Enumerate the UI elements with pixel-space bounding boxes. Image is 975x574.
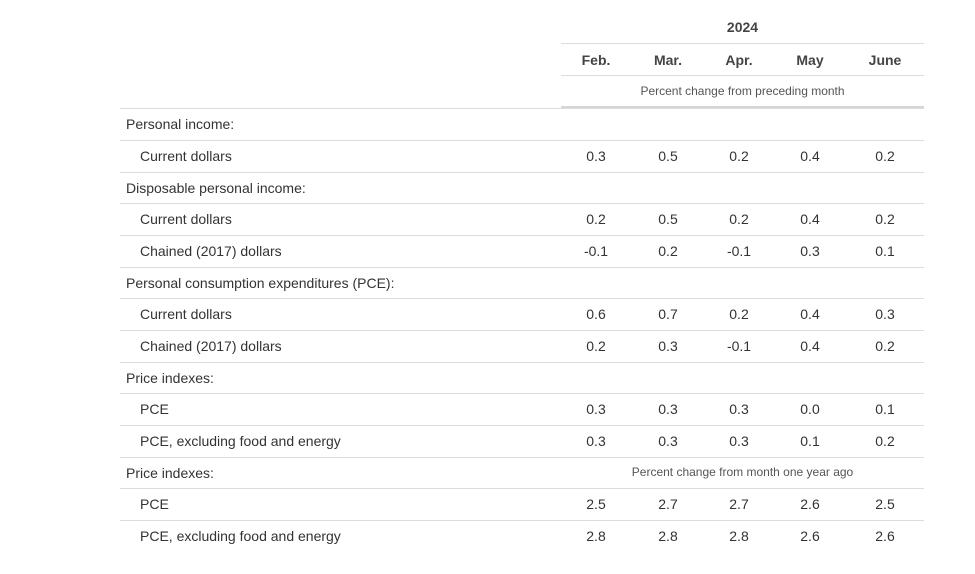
table-row: Personal income: [120,108,924,140]
table-cell: 2.6 [800,496,820,512]
table-row: Price indexes: [120,362,924,394]
table-cell: 0.5 [658,148,678,164]
table-cell: 0.1 [875,401,895,417]
table-row: Price indexes: Percent change from month … [120,457,924,489]
col-header-mar: Mar. [653,52,682,68]
table-cell: 0.3 [729,401,749,417]
row-divider [120,520,924,521]
divider [561,75,924,76]
row-divider [120,298,924,299]
table-cell: 0.2 [875,338,895,354]
table-cell: 0.4 [800,211,820,227]
table-cell: 0.4 [800,306,820,322]
table-cell: 0.3 [586,433,606,449]
col-header-feb: Feb. [581,52,611,68]
table-cell: 0.2 [875,148,895,164]
table-row: Disposable personal income: [120,172,924,204]
table-cell: 0.3 [658,401,678,417]
table-cell: 2.5 [586,496,606,512]
row-divider [120,488,924,489]
table-row: Current dollars 0.2 0.5 0.2 0.4 0.2 [120,203,924,235]
row-divider [120,108,924,109]
table-cell: 0.1 [800,433,820,449]
table-cell: 0.3 [875,306,895,322]
table-row: Current dollars 0.3 0.5 0.2 0.4 0.2 [120,140,924,172]
table-cell: 0.3 [586,401,606,417]
table-cell: 2.7 [729,496,749,512]
table-cell: 0.5 [658,211,678,227]
monthly-change-note: Percent change from preceding month [640,84,845,98]
table-cell: 0.2 [729,211,749,227]
table-cell: 0.2 [875,211,895,227]
row-label-sub: Current dollars [140,148,232,164]
table-cell: 0.6 [586,306,606,322]
table-row: PCE 2.5 2.7 2.7 2.6 2.5 [120,488,924,520]
table-row: Chained (2017) dollars -0.1 0.2 -0.1 0.3 0.1 [120,235,924,267]
table-cell: 2.8 [658,528,678,544]
col-header-june: June [868,52,902,68]
row-label-section: Personal income: [126,116,235,132]
row-divider [120,393,924,394]
table-cell: 2.8 [729,528,749,544]
row-label-sub: Current dollars [140,211,232,227]
table-cell: 0.2 [875,433,895,449]
table-cell: 0.3 [800,243,820,259]
table-cell: 0.3 [658,433,678,449]
table-cell: 0.3 [729,433,749,449]
table-cell: 2.8 [586,528,606,544]
row-label-section: Disposable personal income: [126,180,306,196]
table-cell: 2.7 [658,496,678,512]
row-divider [120,267,924,268]
table-cell: 0.1 [875,243,895,259]
table-row: PCE, excluding food and energy 0.3 0.3 0.3 0… [120,425,924,457]
divider [561,43,924,44]
table-cell: 2.6 [800,528,820,544]
table-cell: 0.2 [658,243,678,259]
table-cell: 0.2 [586,211,606,227]
year-header: 2024 [726,19,759,35]
row-label-sub: PCE [140,496,169,512]
table-row: PCE, excluding food and energy 2.8 2.8 2.8 2… [120,520,924,552]
row-label-sub: PCE, excluding food and energy [140,528,341,544]
table-cell: 0.4 [800,148,820,164]
table-row: PCE 0.3 0.3 0.3 0.0 0.1 [120,393,924,425]
table-cell: 0.3 [658,338,678,354]
row-divider [120,362,924,363]
table-cell: 0.2 [586,338,606,354]
table-cell: 0.4 [800,338,820,354]
row-divider [120,203,924,204]
row-divider [120,140,924,141]
header-divider [561,106,924,109]
row-label-sub: PCE, excluding food and energy [140,433,341,449]
table-row: Chained (2017) dollars 0.2 0.3 -0.1 0.4 0.2 [120,330,924,362]
table-row: Personal consumption expenditures (PCE): [120,267,924,299]
row-label-section: Price indexes: [126,370,214,386]
row-divider [120,235,924,236]
yearly-change-note: Percent change from month one year ago [631,465,854,479]
row-divider [120,425,924,426]
table-cell: 2.5 [875,496,895,512]
row-label-sub: Current dollars [140,306,232,322]
table-cell: 0.7 [658,306,678,322]
col-header-may: May [796,52,824,68]
table-cell: 0.0 [800,401,820,417]
table-cell: -0.1 [726,338,752,354]
row-divider [120,457,924,458]
row-label-sub: Chained (2017) dollars [140,243,282,259]
row-label-sub: PCE [140,401,169,417]
table-cell: 0.2 [729,306,749,322]
table-cell: 2.6 [875,528,895,544]
table-cell: 0.3 [586,148,606,164]
row-divider [120,330,924,331]
table-row: Current dollars 0.6 0.7 0.2 0.4 0.3 [120,298,924,330]
table-cell: 0.2 [729,148,749,164]
row-label-sub: Chained (2017) dollars [140,338,282,354]
row-divider [120,172,924,173]
row-label-section: Personal consumption expenditures (PCE): [126,275,395,291]
col-header-apr: Apr. [725,52,753,68]
table-cell: -0.1 [726,243,752,259]
table-cell: -0.1 [583,243,609,259]
row-label-section: Price indexes: [126,465,214,481]
